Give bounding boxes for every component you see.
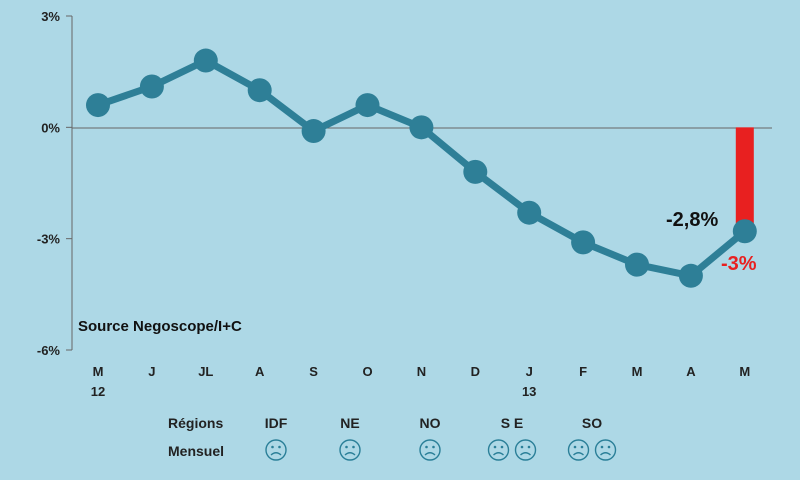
x-tick-label: F: [579, 364, 587, 379]
data-point: [732, 219, 757, 244]
annotation-last-value: -2,8%: [666, 209, 718, 231]
sad-face-icon: [487, 439, 510, 461]
x-tick-label: O: [362, 364, 372, 379]
data-point: [409, 115, 434, 140]
region-label: S E: [501, 415, 524, 431]
sad-face-icon: [419, 439, 441, 461]
annotation-bar-value: -3%: [721, 253, 757, 275]
region-label: SO: [582, 415, 602, 431]
data-point: [301, 119, 326, 144]
data-points: [86, 48, 757, 288]
data-point: [139, 74, 164, 99]
regions-row-label: Régions: [168, 415, 223, 431]
series-line: [94, 57, 749, 280]
region-label: NE: [340, 415, 359, 431]
sad-face-icon: [567, 439, 590, 461]
x-tick-label: M: [632, 364, 643, 379]
x-tick-label: J: [148, 364, 155, 379]
x-tick-label: M: [93, 364, 104, 379]
y-tick-labels: 3% 0% -3% -6%: [37, 9, 72, 358]
data-point: [678, 263, 703, 288]
x-tick-label: J: [526, 364, 533, 379]
data-point: [463, 159, 488, 184]
y-tick-label: -6%: [37, 343, 61, 358]
data-point: [571, 230, 596, 255]
x-tick-label: JL: [198, 364, 213, 379]
data-point: [86, 93, 110, 118]
data-point: [247, 78, 272, 103]
sad-face-icon: [339, 439, 361, 461]
y-tick-label: 0%: [41, 120, 60, 135]
x-tick-label: A: [255, 364, 265, 379]
source-note: Source Negoscope/I+C: [78, 318, 242, 335]
y-tick-label: 3%: [41, 9, 60, 24]
bar-layer: [735, 127, 754, 224]
data-point: [625, 252, 649, 277]
x-tick-label: M: [739, 364, 750, 379]
y-tick-label: -3%: [37, 232, 61, 247]
x-tick-label: D: [471, 364, 480, 379]
footer-regions: IDF NE NO S E SO: [265, 415, 617, 461]
x-tick-labels: M 12 J JL A S O N D J 13 F M A M: [91, 364, 750, 399]
sad-face-icon: [265, 439, 287, 461]
x-tick-label: A: [686, 364, 696, 379]
data-point: [517, 200, 542, 225]
x-tick-label: S: [309, 364, 318, 379]
x-tick-sublabel: 13: [522, 384, 536, 399]
data-point: [355, 93, 380, 118]
x-tick-sublabel: 12: [91, 384, 105, 399]
region-label: IDF: [265, 415, 288, 431]
series-line-layer: [94, 57, 749, 280]
bar-mark: [735, 127, 754, 224]
monthly-row-label: Mensuel: [168, 443, 224, 459]
sad-face-icon: [594, 439, 617, 461]
data-point: [193, 48, 218, 73]
region-label: NO: [420, 415, 441, 431]
x-tick-label: N: [417, 364, 426, 379]
sad-face-icon: [514, 439, 537, 461]
